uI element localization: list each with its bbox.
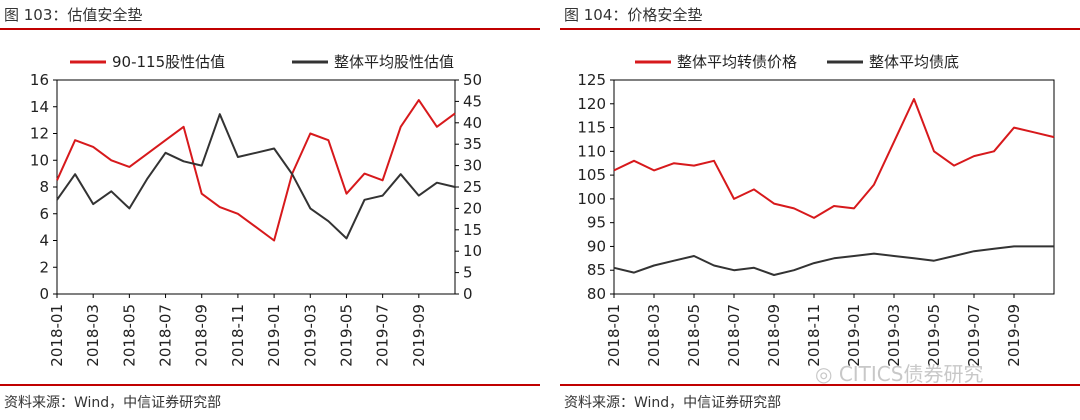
x-tick-label: 2018-05 (120, 304, 138, 367)
y-tick-label: 85 (587, 261, 606, 279)
y-tick-label: 16 (30, 71, 49, 89)
x-tick-label: 2019-05 (337, 304, 355, 367)
series-line-2 (613, 245, 1054, 276)
y2-tick-label: 0 (463, 285, 473, 303)
y-tick-label: 95 (587, 214, 606, 232)
x-tick-label: 2018-03 (84, 304, 102, 367)
y2-tick-label: 40 (463, 114, 482, 132)
left-source-note: 资料来源：Wind，中信证券研究部 (4, 395, 222, 411)
x-tick-label: 2018-01 (605, 304, 623, 367)
right-chart: 80 85 90 95 100 105 110 115 120 125 2018-01 2018-03… (577, 53, 1055, 367)
series-line-1 (613, 98, 1055, 219)
y-tick-label: 80 (587, 285, 606, 303)
y2-tick-label: 30 (463, 157, 482, 175)
y2-tick-label: 15 (463, 221, 482, 239)
legend-label-1: 90-115股性估值 (112, 53, 225, 71)
x-tick-label: 2019-07 (965, 304, 983, 367)
wechat-icon: ◎ (815, 362, 833, 386)
watermark: ◎ CITICS债券研究 (815, 358, 983, 387)
y-tick-label: 100 (577, 190, 606, 208)
legend-label-2: 整体平均股性估值 (334, 53, 454, 71)
legend-label-2: 整体平均债底 (869, 53, 959, 71)
y-tick-label: 14 (30, 98, 49, 116)
right-bottom-rule (560, 384, 1080, 386)
plot-frame (56, 79, 456, 295)
x-tick-label: 2018-11 (805, 304, 823, 367)
y-tick-label: 110 (577, 142, 606, 160)
legend-label-1: 整体平均转债价格 (677, 53, 797, 71)
y-tick-label: 120 (577, 95, 606, 113)
right-source-note: 资料来源：Wind，中信证券研究部 (564, 395, 782, 411)
y2-tick-label: 25 (463, 178, 482, 196)
left-bottom-rule (0, 384, 540, 386)
plot-frame (613, 79, 1055, 295)
y2-tick-label: 50 (463, 71, 482, 89)
y-tick-label: 90 (587, 237, 606, 255)
x-tick-label: 2019-03 (885, 304, 903, 367)
x-tick-label: 2018-09 (765, 304, 783, 367)
x-tick-label: 2018-07 (157, 304, 175, 367)
left-figure-title: 图 103：估值安全垫 (4, 6, 143, 24)
watermark-text: CITICS债券研究 (838, 362, 984, 386)
y-tick-label: 4 (39, 232, 49, 250)
y2-tick-label: 10 (463, 242, 482, 260)
y-tick-label: 8 (39, 178, 49, 196)
y-tick-label: 105 (577, 166, 606, 184)
left-chart: 0 2 4 6 8 10 12 14 16 0 5 10 15 20 25 30 35 40 45 50 2018-01… (30, 53, 482, 367)
x-tick-label: 2018-09 (193, 304, 211, 367)
y-tick-label: 0 (39, 285, 49, 303)
y2-tick-label: 35 (463, 135, 482, 153)
x-tick-label: 2018-03 (645, 304, 663, 367)
x-tick-label: 2018-07 (725, 304, 743, 367)
right-figure-title: 图 104：价格安全垫 (564, 6, 703, 24)
y2-tick-label: 45 (463, 92, 482, 110)
right-top-rule (560, 28, 1080, 30)
x-tick-label: 2019-07 (374, 304, 392, 367)
y-tick-label: 12 (30, 125, 49, 143)
x-tick-label: 2019-03 (301, 304, 319, 367)
x-tick-label: 2018-05 (685, 304, 703, 367)
series-line-1 (56, 99, 456, 242)
y2-tick-label: 5 (463, 264, 473, 282)
y-tick-label: 115 (577, 119, 606, 137)
x-tick-label: 2019-09 (1005, 304, 1023, 367)
x-tick-label: 2018-01 (48, 304, 66, 367)
left-top-rule (0, 28, 540, 30)
right-figure-panel: 图 104：价格安全垫 80 85 90 95 100 105 110 115 120 125 20… (560, 0, 1080, 420)
y-tick-label: 10 (30, 151, 49, 169)
x-tick-label: 2019-09 (410, 304, 428, 367)
y2-tick-label: 20 (463, 199, 482, 217)
y-tick-label: 125 (577, 71, 606, 89)
x-tick-label: 2019-01 (845, 304, 863, 367)
y-tick-label: 2 (39, 258, 49, 276)
series-line-2 (56, 113, 456, 240)
left-figure-panel: 图 103：估值安全垫 0 2 4 6 8 10 12 14 16 0 5 10 15 20 25 30 35 4… (0, 6, 540, 411)
x-tick-label: 2019-01 (265, 304, 283, 367)
y-tick-label: 6 (39, 205, 49, 223)
x-tick-label: 2019-05 (925, 304, 943, 367)
x-tick-label: 2018-11 (229, 304, 247, 367)
